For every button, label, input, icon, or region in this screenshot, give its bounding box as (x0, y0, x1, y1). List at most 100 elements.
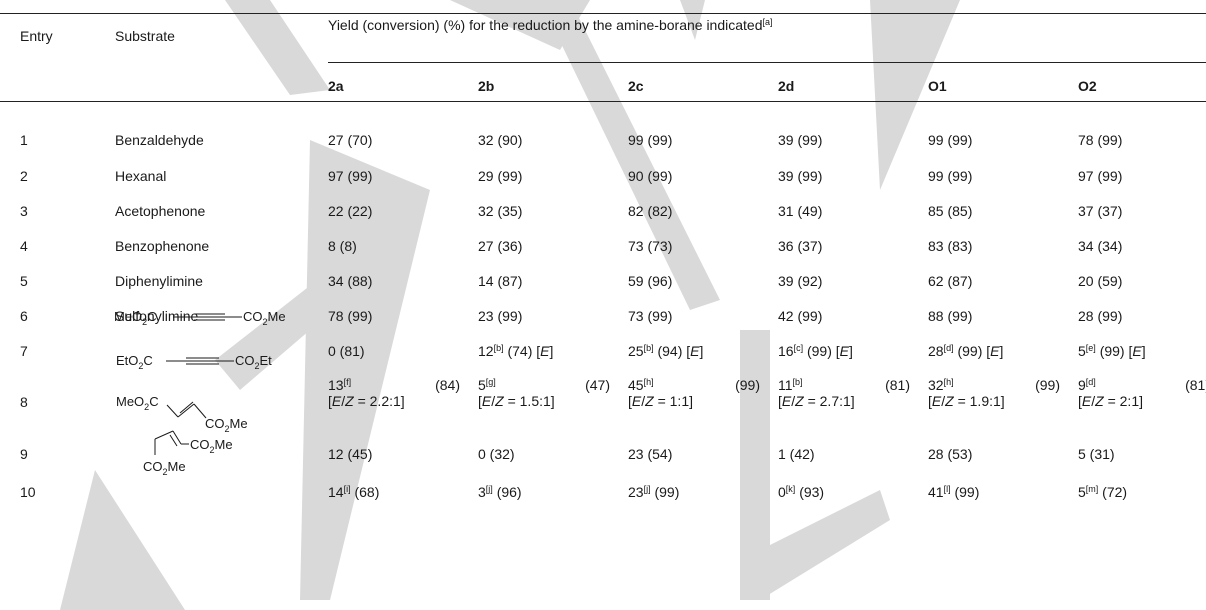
conversion-value: (99) (735, 377, 760, 393)
footnote-marker: [f] (343, 377, 352, 387)
yield-cell: 45[h] (99) [E/Z = 1:1] (628, 377, 760, 409)
conversion-value: (82) (643, 203, 673, 219)
yield-value: 22 (328, 203, 344, 219)
conversion-value: (54) (643, 446, 673, 462)
yield-value: 36 (778, 238, 794, 254)
yield-cell: 78 (99) (1078, 132, 1122, 148)
yield-value: 39 (778, 273, 794, 289)
yield-cell: 62 (87) (928, 273, 972, 289)
yield-cell: 82 (82) (628, 203, 672, 219)
conversion-value: (45) (343, 446, 373, 462)
yield-cell: 20 (59) (1078, 273, 1122, 289)
yield-cell: 0 (81) (328, 343, 365, 359)
conversion-value: (34) (1093, 238, 1123, 254)
yield-value: 78 (328, 308, 344, 324)
substrate-name: Diphenylimine (115, 273, 203, 289)
yield-value: 3 (478, 484, 486, 500)
header-entry: Entry (20, 28, 53, 44)
conversion-value: (99) (493, 168, 523, 184)
yield-cell: 25[b] (94) [E] (628, 343, 704, 359)
yield-value: 82 (628, 203, 644, 219)
footnote-marker: [b] (643, 343, 654, 353)
yield-cell: 14[i] (68) (328, 484, 379, 500)
yield-value: 0 (478, 446, 486, 462)
entry-number: 3 (20, 203, 28, 219)
footnote-marker: [k] (785, 484, 796, 494)
substrate-name: Sulfonylimine (115, 308, 199, 324)
conversion-value: (42) (785, 446, 815, 462)
conversion-value: (99) [ (1095, 343, 1133, 359)
yield-value: 73 (628, 308, 644, 324)
yield-value: 23 (478, 308, 494, 324)
yield-value: 5 (1078, 446, 1086, 462)
conversion-value: (93) (795, 484, 825, 500)
yield-cell: 37 (37) (1078, 203, 1122, 219)
conversion-value: (99) (1093, 308, 1123, 324)
yield-value: 85 (928, 203, 944, 219)
yield-value: 0 (778, 484, 786, 500)
conversion-value: (99) (943, 132, 973, 148)
yield-value: 28 (1078, 308, 1094, 324)
yield-cell: 34 (88) (328, 273, 372, 289)
column-header-2b: 2b (478, 78, 495, 94)
conversion-value: (96) (643, 273, 673, 289)
yield-cell: 12[b] (74) [E] (478, 343, 554, 359)
conversion-value: (99) (650, 484, 680, 500)
conversion-value: (99) (943, 168, 973, 184)
conversion-value: (68) (350, 484, 380, 500)
conversion-value: (99) (643, 132, 673, 148)
yield-cell: 5[g] (47) [E/Z = 1.5:1] (478, 377, 610, 409)
yield-value: 88 (928, 308, 944, 324)
yield-cell: 23 (99) (478, 308, 522, 324)
conversion-value: (85) (943, 203, 973, 219)
conversion-value: (84) (435, 377, 460, 393)
conversion-value: (87) (493, 273, 523, 289)
footnote-marker: [h] (943, 377, 954, 387)
column-header-o1: O1 (928, 78, 947, 94)
yield-value: 41 (928, 484, 944, 500)
substrate-name: Benzophenone (115, 238, 210, 254)
yield-cell: 9[d](81)[E/Z = 2:1] (1078, 377, 1206, 409)
yield-cell: 31 (49) (778, 203, 822, 219)
yield-cell: 32[h] (99) [E/Z = 1.9:1] (928, 377, 1060, 409)
yield-cell: 28[d] (99) [E] (928, 343, 1004, 359)
conversion-value: (70) (343, 132, 373, 148)
conversion-value: (99) (793, 132, 823, 148)
yield-value: 90 (628, 168, 644, 184)
yield-cell: 3[j] (96) (478, 484, 522, 500)
yield-value: 34 (328, 273, 344, 289)
entry-number: 1 (20, 132, 28, 148)
yield-cell: 97 (99) (1078, 168, 1122, 184)
svg-text:EtO2C: EtO2C (116, 353, 153, 371)
yield-cell: 11[b] (81) [E/Z = 2.7:1] (778, 377, 910, 409)
conversion-value: (53) (943, 446, 973, 462)
conversion-value: (99) [ (953, 343, 991, 359)
yield-cell: 34 (34) (1078, 238, 1122, 254)
conversion-value: (22) (343, 203, 373, 219)
yield-cell: 39 (99) (778, 168, 822, 184)
yield-cell: 5[m] (72) (1078, 484, 1127, 500)
yield-value: 25 (628, 343, 644, 359)
conversion-value: (37) (793, 238, 823, 254)
conversion-value: (59) (1093, 273, 1123, 289)
conversion-value: (37) (1093, 203, 1123, 219)
yield-value: 8 (328, 238, 336, 254)
entry-number: 2 (20, 168, 28, 184)
conversion-value: (99) (1035, 377, 1060, 393)
yield-value: 42 (778, 308, 794, 324)
yield-cell: 14 (87) (478, 273, 522, 289)
yield-value: 99 (628, 132, 644, 148)
conversion-value: (99) (793, 308, 823, 324)
footnote-marker: [b] (493, 343, 504, 353)
yield-cell: 73 (99) (628, 308, 672, 324)
yield-value: 31 (778, 203, 794, 219)
conversion-value: (96) (492, 484, 522, 500)
svg-text:MeO2C: MeO2C (114, 309, 157, 327)
yield-value: 97 (328, 168, 344, 184)
yield-value: 73 (628, 238, 644, 254)
yield-value: 39 (778, 168, 794, 184)
yield-value: 62 (928, 273, 944, 289)
conversion-value: (81) (335, 343, 365, 359)
conversion-value: (99) (343, 168, 373, 184)
